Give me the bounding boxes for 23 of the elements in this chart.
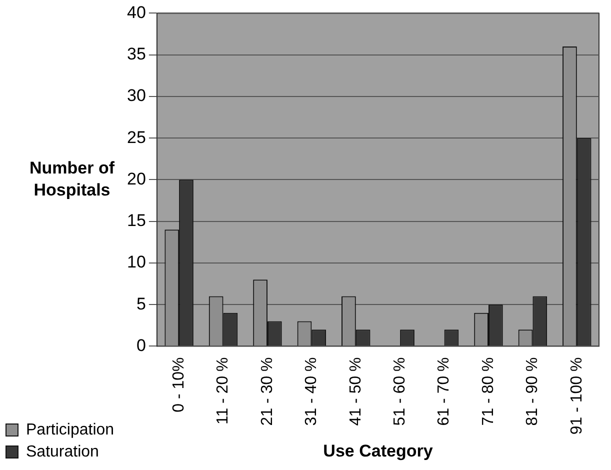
y-tick-label: 25 — [127, 128, 146, 147]
legend-label: Participation — [26, 421, 114, 438]
x-tick-label: 91 - 100 % — [568, 357, 586, 435]
y-tick-label: 35 — [127, 44, 146, 64]
x-tick-label: 51 - 60 % — [391, 357, 408, 426]
y-axis-title: Number of Hospitals — [30, 158, 115, 200]
y-tick-label: 0 — [136, 336, 146, 355]
x-tick-label: 61 - 70 % — [436, 357, 453, 426]
x-tick-label: 11 - 20 % — [214, 357, 232, 425]
y-tick-label: 40 — [127, 2, 146, 22]
x-axis-title: Use Category — [323, 441, 434, 460]
x-tick-label: 71 - 80 % — [480, 357, 497, 426]
y-tick-label: 30 — [127, 86, 146, 106]
x-tick-label: 31 - 40 % — [303, 357, 320, 426]
legend-label: Saturation — [26, 443, 99, 460]
y-tick-label: 15 — [127, 211, 146, 230]
x-tick-label: 21 - 30 % — [258, 357, 276, 426]
x-tick-label: 81 - 90 % — [524, 357, 542, 426]
x-tick-label: 0 - 10% — [170, 357, 188, 412]
x-tick-label: 41 - 50 % — [347, 357, 364, 426]
y-tick-label: 20 — [127, 169, 146, 188]
y-tick-label: 10 — [127, 252, 146, 272]
y-tick-label: 5 — [136, 294, 146, 314]
